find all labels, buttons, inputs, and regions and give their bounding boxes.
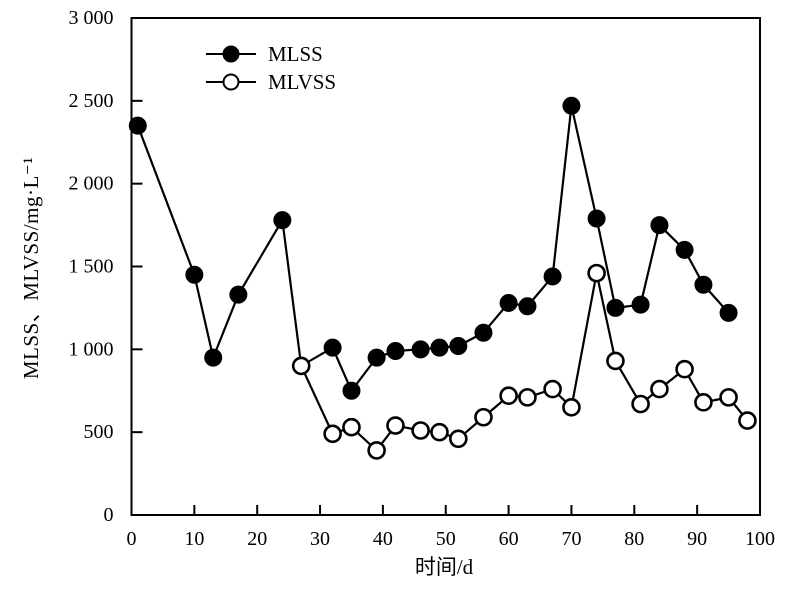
x-tick-label: 50 — [436, 528, 456, 550]
mlvss-point — [562, 398, 581, 417]
legend-item-mlss: MLSS — [206, 42, 336, 66]
mlvss-point — [587, 263, 606, 283]
y-tick-label: 500 — [84, 421, 114, 443]
y-axis-title: MLSS、MLVSS/mg·L⁻¹ — [19, 156, 43, 380]
mlvss-point — [719, 388, 738, 407]
legend-item-mlvss: MLVSS — [206, 70, 336, 94]
mlvss-point — [411, 421, 430, 440]
mlvss-point — [518, 388, 537, 407]
mlss-legend-marker-icon — [222, 45, 240, 63]
legend: MLSS MLVSS — [206, 42, 336, 94]
mlss-point — [562, 96, 581, 115]
mlss-point — [342, 381, 361, 400]
mlvss-point — [543, 379, 562, 399]
mlss-point — [449, 337, 468, 356]
x-tick-label: 0 — [127, 528, 137, 550]
mlvss-legend-label: MLVSS — [268, 69, 337, 94]
mlss-point — [518, 297, 537, 316]
x-tick-label: 100 — [745, 528, 775, 550]
mlvss-point — [631, 394, 650, 414]
mlss-point — [694, 275, 713, 294]
mlvss-point — [738, 411, 757, 430]
mlss-point — [650, 216, 669, 235]
mlss-point — [229, 285, 248, 304]
mlss-point — [367, 348, 386, 367]
mlss-point — [185, 265, 204, 284]
mlvss-point — [386, 416, 405, 435]
mlss-point — [675, 240, 694, 259]
mlvss-point — [342, 417, 361, 437]
y-tick-label: 2 500 — [69, 90, 114, 112]
mlvss-point — [675, 359, 694, 379]
x-tick-label: 20 — [247, 528, 267, 550]
x-tick-label: 90 — [687, 528, 707, 550]
mlvss-point — [499, 386, 518, 406]
mlss-point — [128, 116, 147, 135]
mlvss-point — [291, 356, 311, 376]
mlss-point — [204, 348, 223, 367]
y-tick-label: 0 — [104, 504, 114, 526]
y-tick-label: 1 500 — [69, 256, 114, 278]
mlvss-legend-sample — [206, 73, 256, 91]
mlss-point — [323, 338, 342, 357]
x-axis-title: 时间/d — [414, 555, 474, 579]
mlss-point — [543, 267, 562, 286]
mlvss-point — [694, 393, 713, 412]
mlvss-point — [606, 351, 625, 371]
mlss-legend-sample — [206, 45, 256, 63]
x-tick-label: 70 — [561, 528, 581, 550]
mlss-point — [606, 298, 625, 317]
mlss-point — [386, 341, 405, 360]
y-tick-label: 3 000 — [69, 7, 114, 29]
mlss-point — [411, 340, 430, 359]
y-tick-label: 1 000 — [69, 338, 114, 360]
x-tick-label: 10 — [184, 528, 204, 550]
mlvss-point — [323, 424, 342, 444]
mlvss-point — [430, 422, 449, 442]
mlss-point — [474, 323, 493, 342]
mlvss-point — [449, 429, 468, 449]
mlvss-legend-marker-icon — [222, 73, 240, 91]
x-tick-label: 40 — [373, 528, 393, 550]
mlss-point — [631, 295, 650, 314]
mlss-legend-label: MLSS — [268, 41, 323, 66]
mlvss-point — [474, 407, 493, 427]
x-tick-label: 30 — [310, 528, 330, 550]
x-tick-label: 60 — [499, 528, 519, 550]
mlss-point — [273, 211, 292, 230]
mlss-point — [430, 338, 449, 357]
y-tick-label: 2 000 — [69, 173, 114, 195]
mlss-point — [499, 293, 518, 312]
x-tick-label: 80 — [624, 528, 644, 550]
mlss-point — [587, 209, 606, 228]
mlss-point — [719, 303, 738, 322]
mlvss-point — [650, 379, 669, 399]
mlvss-point — [367, 441, 386, 460]
